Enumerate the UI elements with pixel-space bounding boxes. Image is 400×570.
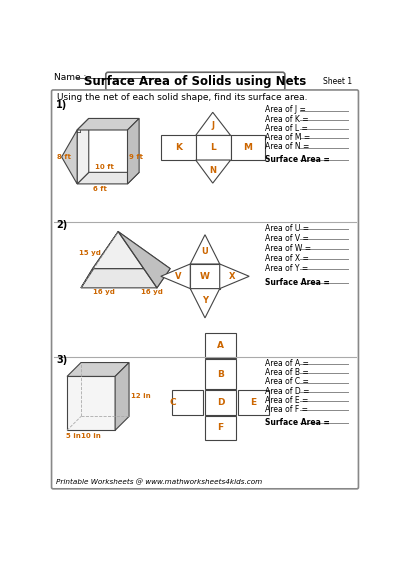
Bar bbox=[172, 390, 204, 415]
Polygon shape bbox=[77, 119, 89, 184]
Text: Area of F =: Area of F = bbox=[266, 405, 308, 414]
Text: D: D bbox=[217, 398, 224, 407]
Text: Printable Worksheets @ www.mathworksheets4kids.com: Printable Worksheets @ www.mathworksheet… bbox=[56, 479, 262, 485]
FancyBboxPatch shape bbox=[52, 90, 358, 489]
Text: Surface Area =: Surface Area = bbox=[266, 278, 330, 287]
Polygon shape bbox=[81, 268, 170, 288]
Text: X: X bbox=[229, 272, 235, 281]
Text: 3): 3) bbox=[56, 355, 68, 365]
Text: Area of C =: Area of C = bbox=[266, 377, 309, 386]
Text: F: F bbox=[218, 424, 224, 433]
Text: 15 yd: 15 yd bbox=[80, 250, 101, 256]
Text: U: U bbox=[202, 247, 208, 256]
Text: Area of D =: Area of D = bbox=[266, 386, 310, 396]
Polygon shape bbox=[77, 172, 139, 184]
Text: C: C bbox=[169, 398, 176, 407]
Text: E: E bbox=[250, 398, 256, 407]
Text: 9 ft: 9 ft bbox=[129, 154, 143, 160]
Text: M: M bbox=[243, 143, 252, 152]
Text: W: W bbox=[200, 272, 210, 281]
Text: Surface Area =: Surface Area = bbox=[266, 418, 330, 427]
Text: 16 yd: 16 yd bbox=[93, 290, 114, 295]
Text: Area of V =: Area of V = bbox=[266, 234, 309, 243]
Text: Area of B =: Area of B = bbox=[266, 368, 309, 377]
Polygon shape bbox=[190, 288, 220, 318]
Text: A: A bbox=[217, 341, 224, 350]
Bar bbox=[230, 136, 266, 160]
Text: K: K bbox=[175, 143, 182, 152]
Bar bbox=[205, 390, 236, 415]
Polygon shape bbox=[161, 264, 190, 288]
Polygon shape bbox=[93, 231, 170, 268]
Text: Area of A =: Area of A = bbox=[266, 359, 309, 368]
Text: J: J bbox=[211, 121, 214, 130]
Text: 1): 1) bbox=[56, 100, 68, 111]
Polygon shape bbox=[118, 231, 170, 288]
Text: 5 in: 5 in bbox=[66, 433, 80, 439]
Text: Area of K =: Area of K = bbox=[266, 115, 309, 124]
Text: Area of J =: Area of J = bbox=[266, 105, 306, 115]
Polygon shape bbox=[81, 231, 118, 288]
Text: Area of W =: Area of W = bbox=[266, 244, 312, 253]
Text: Sheet 1: Sheet 1 bbox=[323, 77, 352, 86]
Text: 10 ft: 10 ft bbox=[95, 164, 114, 170]
Text: B: B bbox=[217, 369, 224, 378]
Bar bbox=[205, 333, 236, 358]
Text: Area of N =: Area of N = bbox=[266, 142, 310, 152]
Text: Area of E =: Area of E = bbox=[266, 396, 309, 405]
Text: Area of L =: Area of L = bbox=[266, 124, 308, 133]
Polygon shape bbox=[115, 363, 129, 430]
Text: Surface Area =: Surface Area = bbox=[266, 155, 330, 164]
Text: Area of M =: Area of M = bbox=[266, 133, 311, 142]
Text: Area of X =: Area of X = bbox=[266, 254, 309, 263]
Text: Using the net of each solid shape, find its surface area.: Using the net of each solid shape, find … bbox=[57, 93, 308, 102]
Text: 2): 2) bbox=[56, 221, 68, 230]
Bar bbox=[67, 376, 115, 430]
Polygon shape bbox=[196, 160, 230, 183]
FancyBboxPatch shape bbox=[106, 72, 285, 91]
Polygon shape bbox=[128, 119, 139, 184]
Text: Area of Y =: Area of Y = bbox=[266, 264, 309, 273]
Text: L: L bbox=[210, 143, 216, 152]
Text: 6 ft: 6 ft bbox=[94, 185, 107, 192]
Text: Area of U =: Area of U = bbox=[266, 224, 310, 233]
Text: 12 in: 12 in bbox=[131, 393, 150, 400]
Text: N: N bbox=[209, 165, 216, 174]
Bar bbox=[205, 359, 236, 389]
Polygon shape bbox=[62, 130, 77, 184]
Bar bbox=[161, 136, 196, 160]
Text: 10 in: 10 in bbox=[81, 433, 101, 439]
Polygon shape bbox=[220, 264, 249, 288]
Text: Surface Area of Solids using Nets: Surface Area of Solids using Nets bbox=[84, 75, 306, 88]
Text: Name :: Name : bbox=[54, 73, 86, 82]
Text: Y: Y bbox=[202, 296, 208, 306]
Bar bbox=[190, 264, 220, 288]
Polygon shape bbox=[77, 119, 139, 130]
Text: V: V bbox=[175, 272, 181, 281]
Bar bbox=[238, 390, 268, 415]
Polygon shape bbox=[190, 235, 220, 264]
Polygon shape bbox=[196, 112, 230, 136]
Text: 8 ft: 8 ft bbox=[57, 154, 71, 160]
Text: 16 yd: 16 yd bbox=[142, 290, 163, 295]
Bar bbox=[196, 136, 230, 160]
Polygon shape bbox=[67, 363, 129, 376]
Bar bbox=[205, 416, 236, 440]
